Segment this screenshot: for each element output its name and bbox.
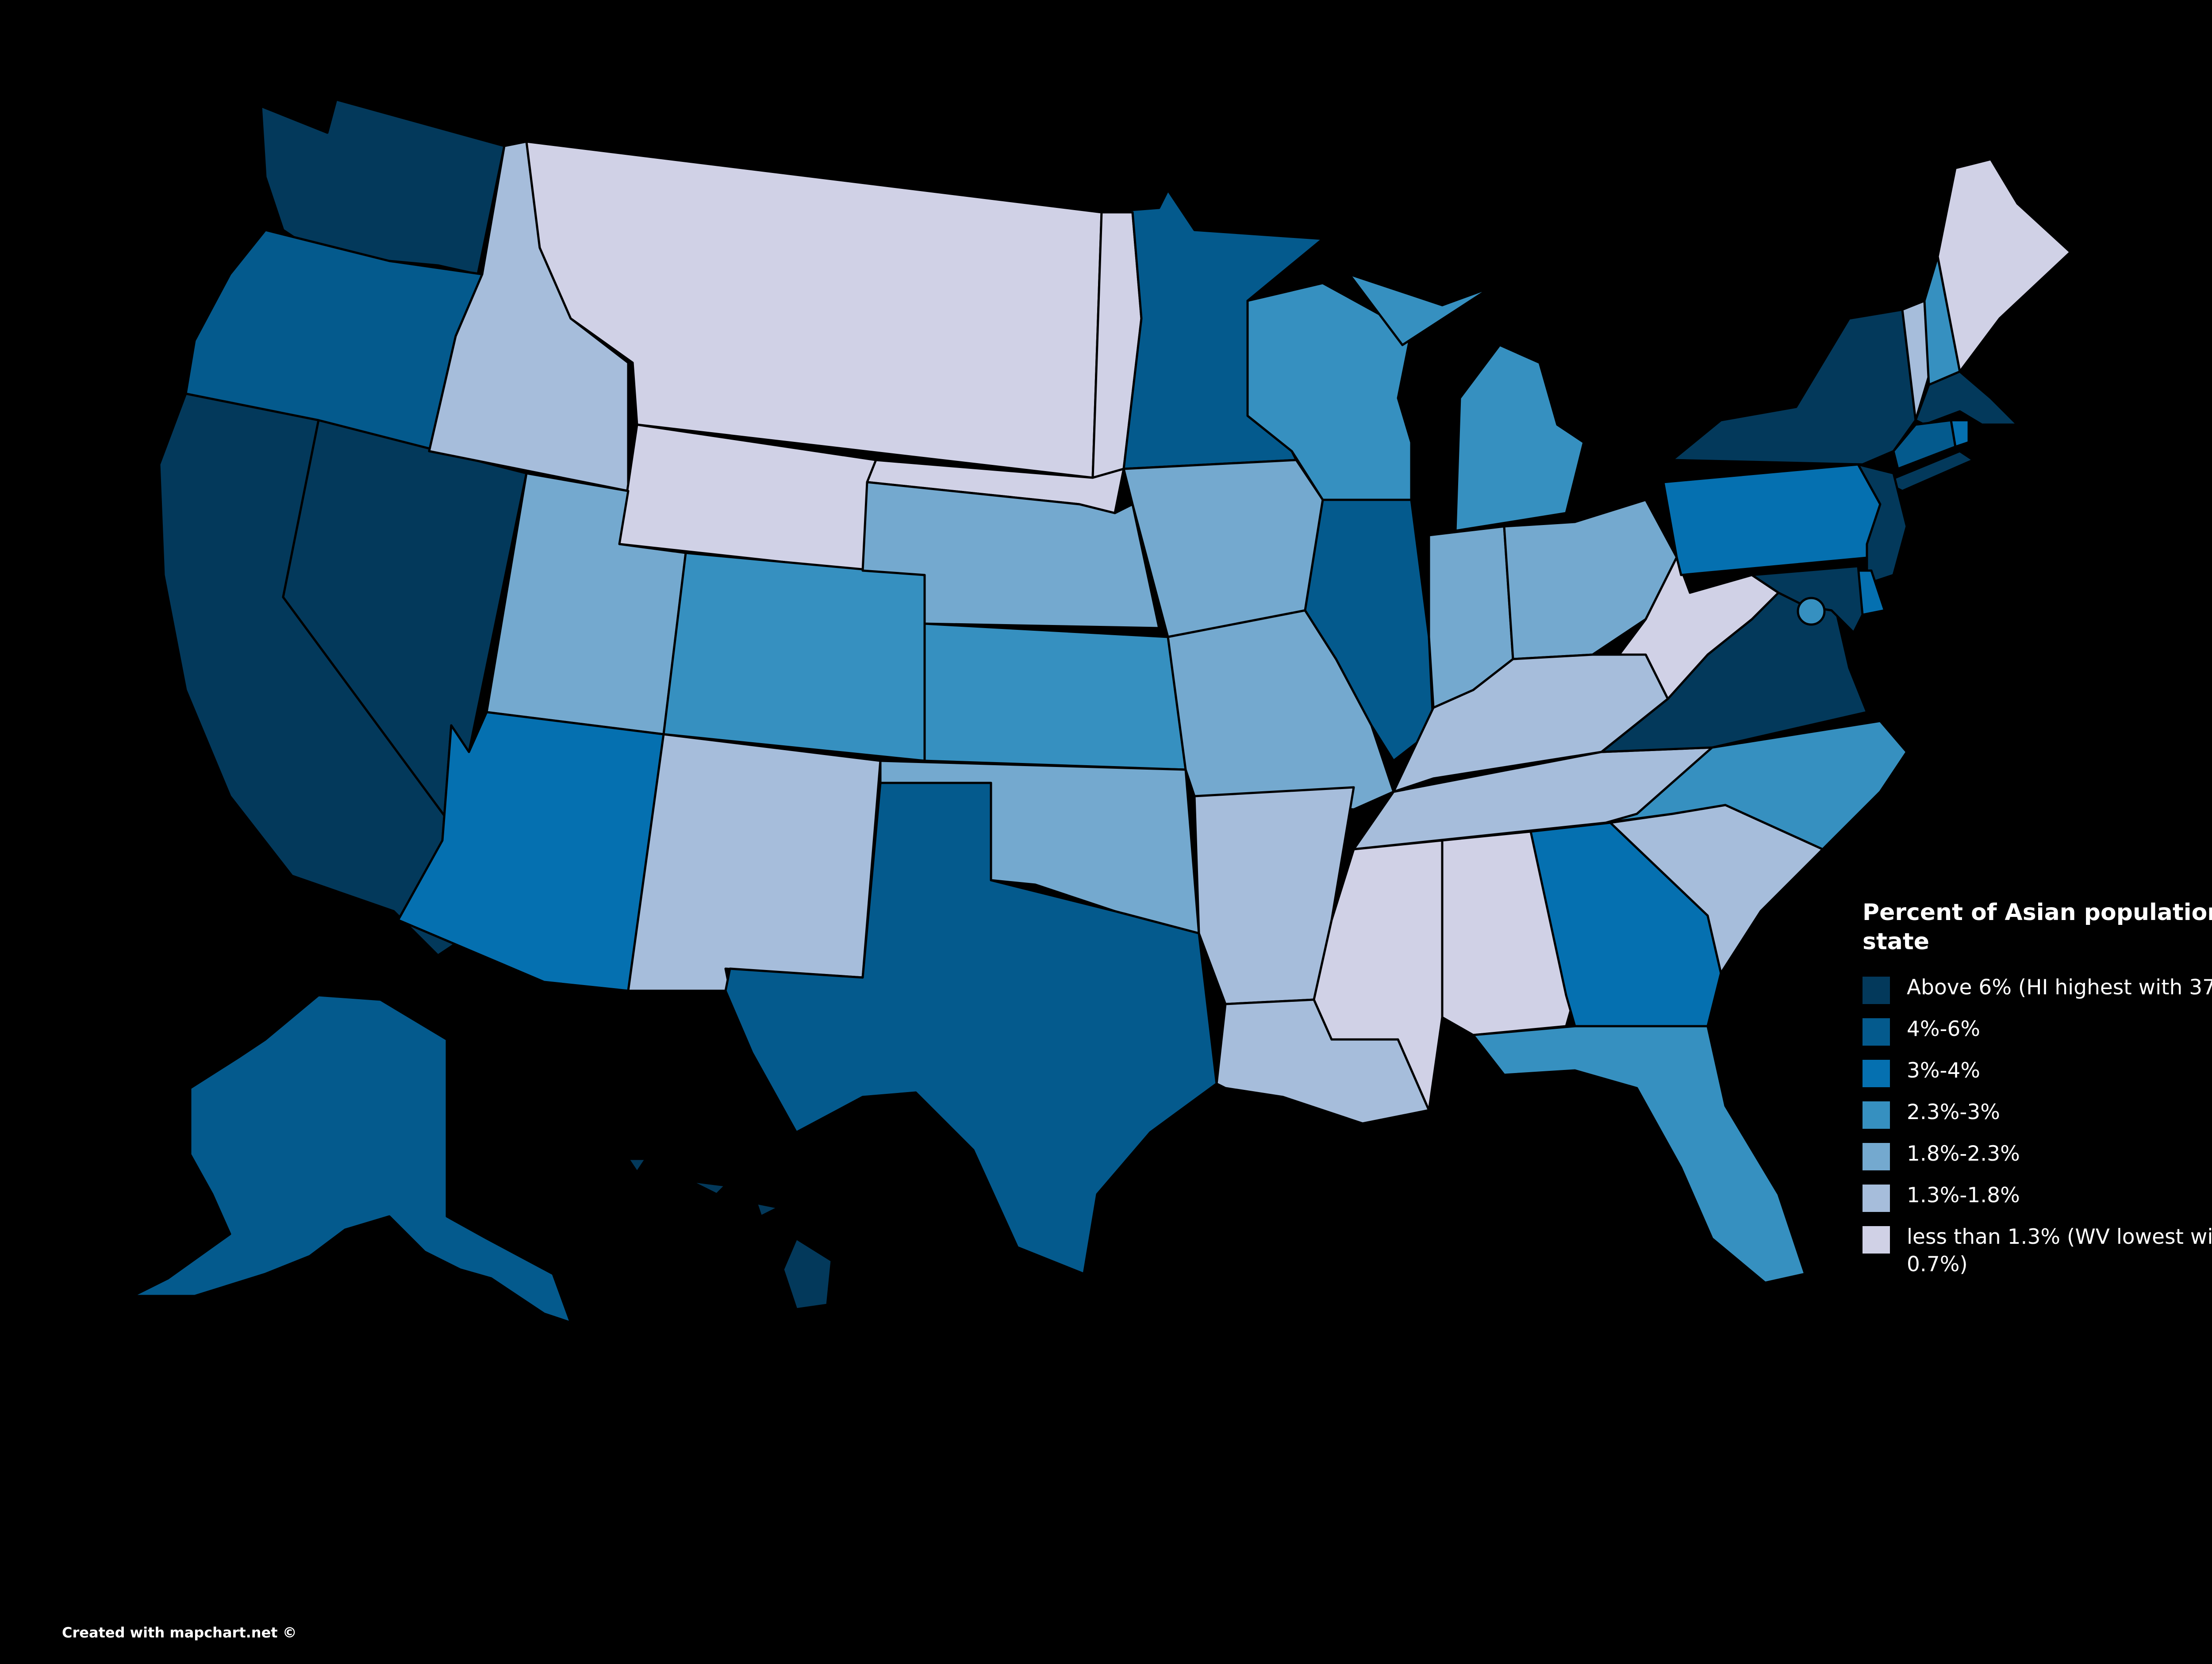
state-DC	[1797, 597, 1826, 626]
state-ME	[1936, 158, 2072, 373]
legend-title: Percent of Asian population by state	[1863, 899, 2212, 955]
state-WA	[260, 98, 506, 276]
state-HI	[627, 1158, 833, 1311]
legend-label: 1.8%-2.3%	[1907, 1142, 2020, 1166]
state-MA	[1914, 370, 2019, 426]
state-NJ	[1857, 463, 1908, 585]
state-NC	[1605, 720, 1908, 851]
legend-swatch	[1863, 1018, 1890, 1046]
state-NE	[861, 481, 1160, 629]
legend-swatch	[1863, 1143, 1890, 1170]
state-AK	[131, 994, 572, 1324]
state-TX	[724, 782, 1218, 1275]
legend-swatch	[1863, 977, 1890, 1004]
credit-text: Created with mapchart.net ©	[62, 1624, 297, 1641]
legend-label: Above 6% (HI highest with 37.7%)	[1907, 975, 2212, 1000]
legend-item: 1.8%-2.3%	[1863, 1140, 2212, 1170]
legend-swatch	[1863, 1226, 1890, 1254]
legend-label: 4%-6%	[1907, 1017, 1981, 1041]
legend-item: Above 6% (HI highest with 37.7%)	[1863, 974, 2212, 1004]
legend-item: 2.3%-3%	[1863, 1099, 2212, 1129]
state-NM	[627, 733, 882, 992]
state-WI	[1246, 282, 1413, 501]
state-RI	[1950, 419, 1970, 448]
state-MI	[1348, 273, 1585, 532]
legend-swatch	[1863, 1060, 1890, 1087]
legend: Percent of Asian population by state Abo…	[1863, 898, 2212, 1290]
state-IL	[1304, 498, 1435, 762]
legend-item: 4%-6%	[1863, 1016, 2212, 1046]
state-FL	[1472, 1025, 1806, 1284]
legend-label: 3%-4%	[1907, 1058, 1981, 1083]
legend-label: 2.3%-3%	[1907, 1100, 2000, 1124]
legend-item: 3%-4%	[1863, 1057, 2212, 1087]
legend-label: less than 1.3% (WV lowest with 0.7%)	[1907, 1225, 2212, 1277]
legend-item: less than 1.3% (WV lowest with 0.7%)	[1863, 1223, 2212, 1278]
legend-swatch	[1863, 1101, 1890, 1129]
legend-swatch	[1863, 1185, 1890, 1212]
state-PA	[1662, 463, 1886, 576]
legend-label: 1.3%-1.8%	[1907, 1183, 2020, 1208]
legend-item: 1.3%-1.8%	[1863, 1182, 2212, 1212]
state-CO	[662, 552, 926, 762]
state-WV	[1618, 556, 1780, 700]
state-KS	[923, 622, 1187, 771]
